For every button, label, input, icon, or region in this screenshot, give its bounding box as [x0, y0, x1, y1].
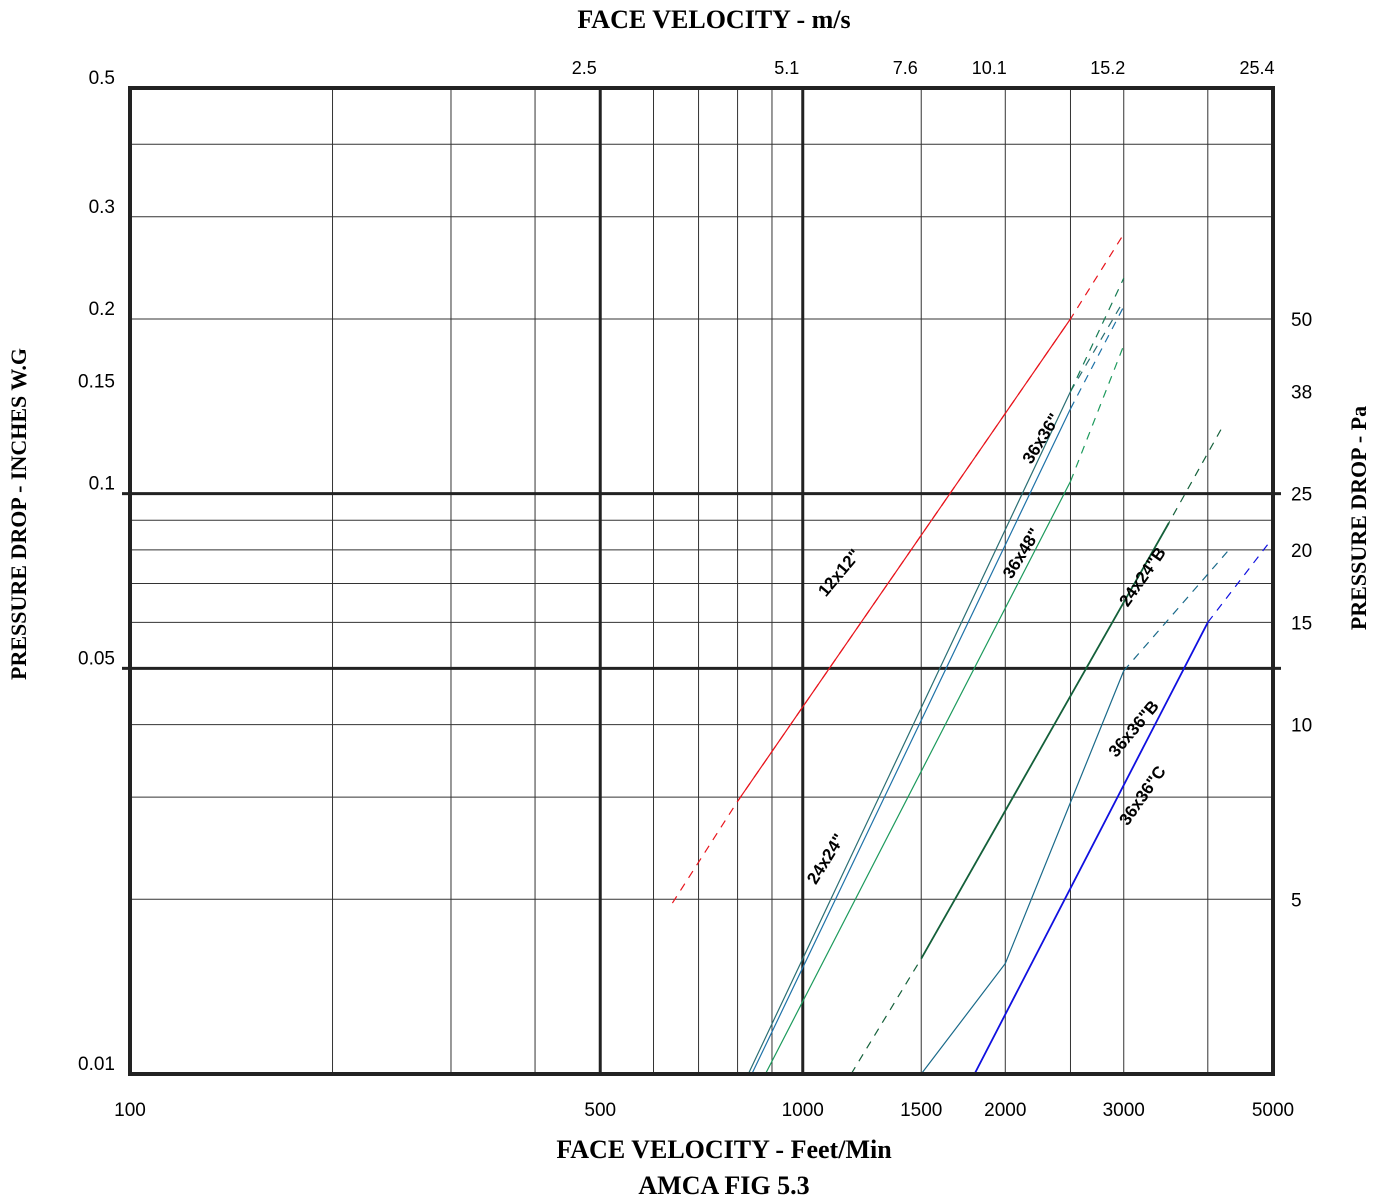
series-dashed-line	[1069, 278, 1125, 392]
y-right-tick-label: 5	[1291, 890, 1302, 911]
series-solid-line	[920, 522, 1170, 960]
series-solid-line	[920, 670, 1125, 1074]
y-right-tick-label: 25	[1291, 485, 1312, 506]
y-axis-title-left: PRESSURE DROP - INCHES W.G	[6, 348, 31, 680]
y-axis-title-right: PRESSURE DROP - Pa	[1346, 406, 1371, 630]
y-right-tick-label: 15	[1291, 613, 1312, 634]
y-right-tick-label: 38	[1291, 382, 1312, 403]
x-axis-title: FACE VELOCITY - Feet/Min	[556, 1135, 892, 1164]
series-solid-line	[747, 391, 1072, 1074]
y-right-tick-label: 50	[1291, 310, 1312, 331]
y-left-tick-label: 0.1	[89, 474, 115, 495]
series-solid-line	[764, 481, 1072, 1074]
series-dashed-line	[1207, 537, 1273, 623]
series-dashed-line	[1069, 300, 1125, 392]
y-left-tick-label: 0.2	[89, 299, 115, 320]
ticks-layer	[122, 492, 1281, 670]
x-top-tick-label: 2.5	[572, 58, 597, 78]
grid-minor	[130, 88, 1273, 1074]
series-dashed-line	[850, 427, 1223, 1074]
x-tick-label: 1500	[900, 1100, 942, 1121]
x-top-tick-label: 15.2	[1090, 58, 1125, 78]
series-label: 12x12"	[814, 546, 864, 601]
x-tick-label: 100	[114, 1100, 146, 1121]
x-tick-label: 3000	[1103, 1100, 1145, 1121]
series-dashed-line	[1123, 549, 1230, 672]
grid-major	[130, 88, 1273, 1074]
figure-subtitle: AMCA FIG 5.3	[638, 1171, 809, 1200]
x-tick-label: 5000	[1252, 1100, 1294, 1121]
series-solid-line	[973, 621, 1209, 1074]
x-top-tick-label: 7.6	[893, 58, 918, 78]
plot-frame	[128, 86, 1275, 1076]
y-left-tick-label: 0.5	[89, 68, 115, 89]
series-dashed-line	[1069, 306, 1125, 410]
x-top-tick-label: 5.1	[774, 58, 799, 78]
series-dashed-line	[671, 233, 1125, 904]
series-label: 24x24"	[803, 830, 848, 887]
x-tick-label: 2000	[984, 1100, 1026, 1121]
y-right-tick-label: 10	[1291, 716, 1312, 737]
series-label: 36x36"	[1019, 410, 1064, 467]
series-label: 36x48"	[999, 525, 1044, 582]
labels-layer: 12x12"24x24"36x36"36x48" 24x24"B36x36"B36…	[78, 58, 1312, 1121]
x-tick-label: 1000	[782, 1100, 824, 1121]
x-top-tick-label: 25.4	[1239, 58, 1274, 78]
series-solid-line	[737, 318, 1071, 802]
y-left-tick-label: 0.15	[78, 371, 115, 392]
series-label: 36x36"B	[1105, 697, 1163, 761]
y-left-tick-label: 0.3	[89, 197, 115, 218]
y-right-tick-label: 20	[1291, 541, 1312, 562]
y-left-tick-label: 0.05	[78, 648, 115, 669]
x-top-tick-label: 10.1	[972, 58, 1007, 78]
y-left-tick-label: 0.01	[78, 1054, 115, 1075]
series-dashed-line	[1069, 345, 1125, 482]
series-layer	[671, 233, 1273, 1074]
top-axis-title: FACE VELOCITY - m/s	[577, 5, 850, 34]
x-tick-label: 500	[584, 1100, 616, 1121]
series-solid-line	[751, 408, 1072, 1074]
